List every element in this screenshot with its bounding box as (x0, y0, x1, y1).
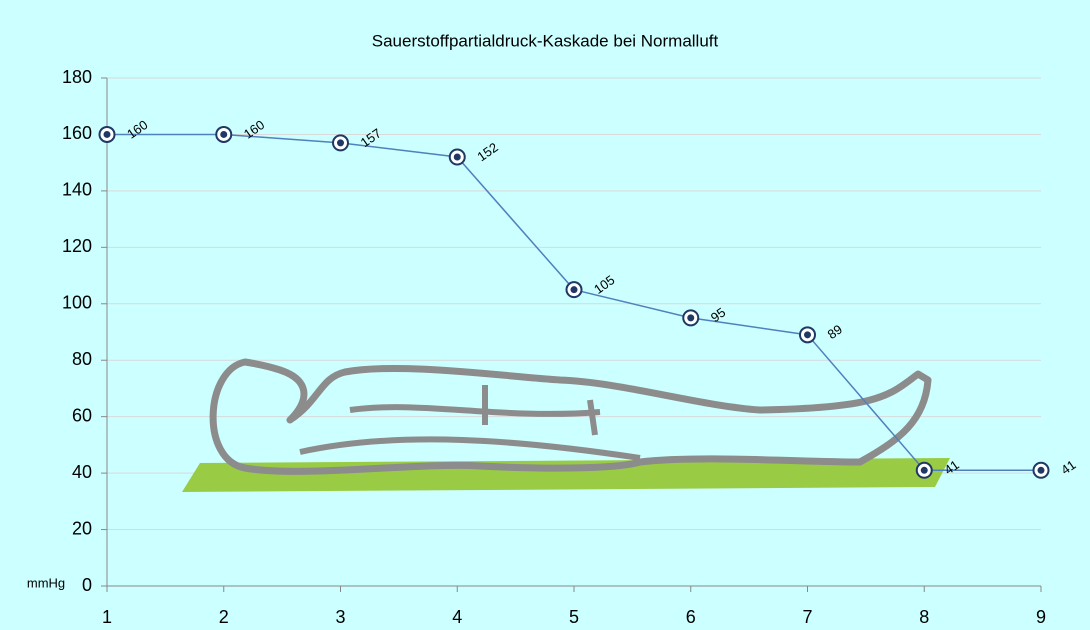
y-tick-label: 120 (62, 236, 92, 256)
marker-core (1037, 466, 1045, 474)
x-tick-label: 8 (919, 607, 929, 627)
y-tick-label: 40 (72, 462, 92, 482)
y-tick-label: 80 (72, 349, 92, 369)
data-label: 41 (941, 457, 961, 478)
marker-core (920, 466, 928, 474)
y-tick-label: 160 (62, 123, 92, 143)
marker-core (453, 153, 461, 161)
data-point: 41 (915, 457, 962, 479)
y-tick-label: 0 (82, 575, 92, 595)
y-tick-label: 100 (62, 293, 92, 313)
x-tick-label: 4 (452, 607, 462, 627)
marker-core (220, 130, 228, 138)
marker-core (337, 139, 344, 147)
data-point: 89 (799, 322, 845, 344)
data-label: 95 (708, 305, 728, 326)
x-tick-label: 7 (802, 607, 812, 627)
chart-title: Sauerstoffpartialdruck-Kaskade bei Norma… (372, 31, 719, 50)
y-tick-label: 60 (72, 405, 92, 425)
marker-core (687, 314, 695, 322)
data-point: 41 (1032, 457, 1079, 479)
x-tick-label: 3 (335, 607, 345, 627)
data-point: 95 (682, 305, 728, 327)
y-tick-label: 180 (62, 67, 92, 87)
marker-core (570, 286, 578, 294)
x-tick-label: 1 (102, 607, 112, 627)
y-tick-label: 140 (62, 180, 92, 200)
x-tick-label: 9 (1036, 607, 1046, 627)
y-axis-label: mmHg (27, 575, 65, 590)
x-tick-label: 2 (219, 607, 229, 627)
x-tick-label: 5 (569, 607, 579, 627)
data-label: 89 (825, 322, 845, 343)
y-tick-label: 20 (72, 518, 92, 538)
marker-core (103, 130, 111, 138)
marker-core (804, 331, 811, 339)
data-label: 41 (1058, 457, 1078, 478)
body-illustration (182, 358, 950, 492)
x-tick-label: 6 (686, 607, 696, 627)
